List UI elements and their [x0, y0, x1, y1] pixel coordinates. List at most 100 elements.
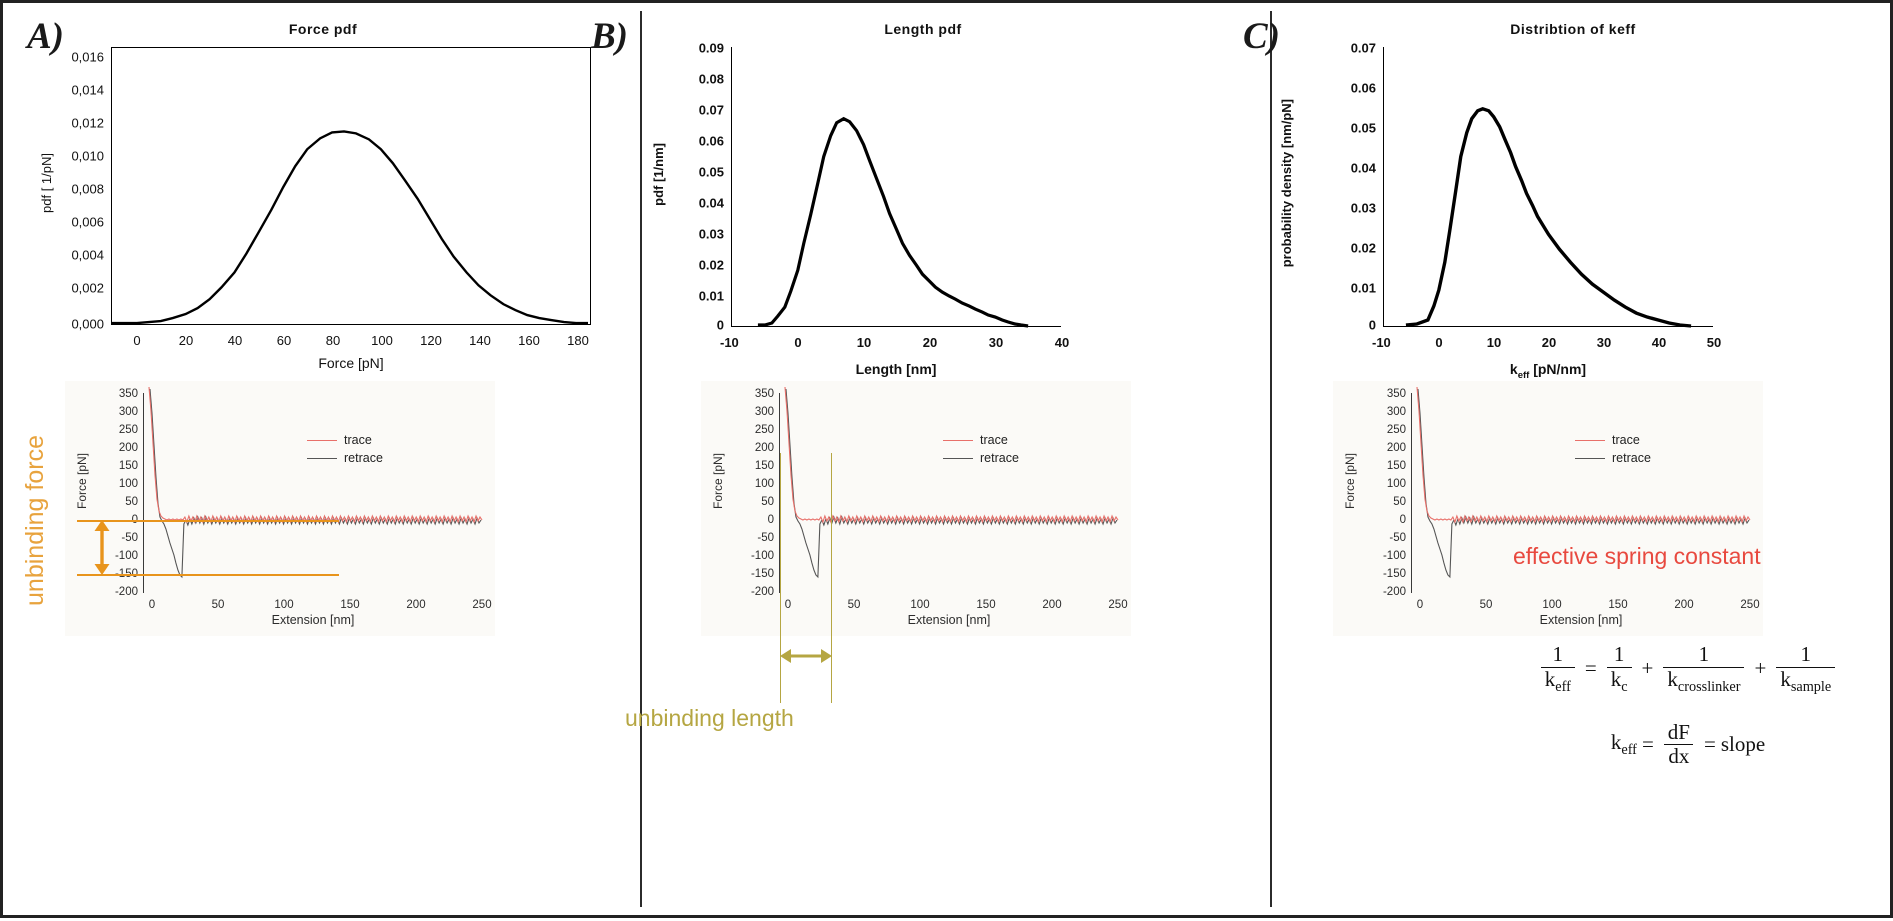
eq1-t3-num: 1	[1800, 642, 1812, 666]
eq2-rhs: slope	[1720, 732, 1766, 757]
ytick: 0,008	[71, 181, 104, 197]
fe-ytick: 250	[118, 424, 138, 436]
xtick: 0	[1435, 335, 1443, 350]
xtick: 80	[325, 333, 341, 348]
panel-c-letter: C)	[1243, 16, 1280, 57]
panel-c: C) Distribtion of keff probability densi…	[1243, 3, 1893, 921]
ytick: 0,002	[71, 280, 104, 296]
panel-b-fe-chart: Force [pN] 350 300 250 200 150 100 50 0 …	[701, 381, 1131, 636]
ytick: 0.03	[698, 226, 724, 242]
eq1-t1-num: 1	[1613, 642, 1625, 666]
legend-swatch-trace	[1575, 439, 1605, 441]
xtick: 20	[1541, 335, 1557, 350]
fe-ytick: 0	[1399, 514, 1406, 526]
xtick: 60	[276, 333, 292, 348]
legend-item-trace: trace	[307, 431, 383, 449]
legend-item-retrace: retrace	[1575, 449, 1651, 467]
eq1-lhs-num: 1	[1552, 642, 1564, 666]
fe-ytick: 50	[761, 496, 774, 508]
panel-a-fe-curves	[148, 386, 483, 579]
panel-b-fe-plot-area: 350 300 250 200 150 100 50 0 -50 -100 -1…	[751, 386, 1128, 611]
fe-ytick: 300	[754, 406, 774, 418]
panel-a-legend: trace retrace	[307, 431, 383, 467]
panel-c-pdf-curve	[1405, 106, 1692, 328]
ytick: 0.06	[1350, 80, 1376, 96]
fe-xtick: 200	[406, 599, 426, 611]
panel-c-fe-chart: Force [pN] 350 300 250 200 150 100 50 0 …	[1333, 381, 1763, 636]
ytick: 0.08	[698, 71, 724, 87]
fe-ytick: 250	[754, 424, 774, 436]
legend-swatch-trace	[307, 439, 337, 441]
eq1-plus-2: +	[1754, 656, 1767, 681]
panel-b-pdf-curve	[757, 116, 1029, 328]
panel-b-fe-xlabel: Extension [nm]	[907, 613, 991, 627]
effective-spring-constant-annotation: effective spring constant	[1513, 543, 1761, 569]
fe-ytick: 150	[754, 460, 774, 472]
panel-a-pdf-curve	[112, 130, 589, 325]
panel-c-fe-plot-area: 350 300 250 200 150 100 50 0 -50 -100 -1…	[1383, 386, 1760, 611]
fe-ytick: 200	[1386, 442, 1406, 454]
eq1-t2-den-sub: crosslinker	[1677, 678, 1741, 695]
eq1-t1-den-sub: c	[1621, 678, 1628, 695]
panel-b-letter: B)	[591, 16, 628, 57]
unbinding-force-bottom-line	[77, 574, 339, 576]
fe-ytick: 300	[118, 406, 138, 418]
xtick: 10	[1486, 335, 1502, 350]
fe-xtick: 100	[1542, 599, 1562, 611]
panel-c-plot-area: 0.07 0.06 0.05 0.04 0.03 0.02 0.01 0 -10…	[1351, 41, 1722, 351]
xtick: 20	[922, 335, 938, 350]
panel-b-plot-area: 0.09 0.08 0.07 0.06 0.05 0.04 0.03 0.02 …	[699, 41, 1070, 351]
fe-ytick: -50	[121, 532, 138, 544]
panel-b-xlabel: Length [nm]	[855, 361, 937, 377]
xtick: 40	[1054, 335, 1070, 350]
ytick: 0.05	[1350, 120, 1376, 136]
eq2-num: dF	[1667, 719, 1690, 744]
equation-keff-series: 1 keff = 1 kc + 1 kcrosslinker + 1 ksamp…	[1488, 642, 1888, 695]
fe-xtick: 0	[1416, 599, 1424, 611]
panel-b-fe-curves	[784, 386, 1119, 579]
eq1-t1-den-k: k	[1610, 666, 1622, 691]
fe-ytick: -150	[1382, 568, 1406, 580]
xtick: 40	[227, 333, 243, 348]
xtick: 50	[1706, 335, 1722, 350]
unbinding-length-arrow	[780, 649, 832, 663]
frac-one-over-ksample: 1 ksample	[1776, 642, 1836, 695]
ytick: 0.05	[698, 164, 724, 180]
unbinding-length-annotation: unbinding length	[625, 705, 794, 731]
eq1-lhs-den-k: k	[1544, 666, 1556, 691]
panel-c-xlabel-symbol: k	[1509, 361, 1518, 377]
eq2-equals-1: =	[1641, 732, 1654, 757]
ytick: 0.02	[1350, 240, 1376, 256]
fe-ytick: 200	[754, 442, 774, 454]
fe-xtick: 50	[1479, 599, 1493, 611]
xtick: -10	[1372, 335, 1391, 350]
ytick: 0,006	[71, 214, 104, 230]
ytick: 0	[716, 317, 724, 333]
fe-xtick: 150	[340, 599, 360, 611]
panel-b-pdf-chart: Length pdf pdf [1/nm] 0.09 0.08 0.07 0.0…	[643, 3, 1273, 383]
equation-keff-slope: keff = dF dx = slope	[1488, 719, 1888, 769]
unbinding-length-right-line	[831, 453, 832, 703]
fe-xtick: 100	[274, 599, 294, 611]
keff-equations: 1 keff = 1 kc + 1 kcrosslinker + 1 ksamp…	[1488, 642, 1888, 769]
eq1-t2-num: 1	[1698, 642, 1710, 666]
fe-ytick: 350	[118, 388, 138, 400]
panel-a-pdf-chart: Force pdf pdf [ 1/pN] 0,016 0,014 0,012 …	[3, 3, 643, 383]
panel-a-fe-ylabel: Force [pN]	[75, 453, 89, 510]
fe-ytick: 50	[125, 496, 138, 508]
xtick: 30	[988, 335, 1004, 350]
ytick: 0.06	[698, 133, 724, 149]
panel-c-pdf-chart: Distribtion of keff probability density …	[1273, 3, 1893, 383]
eq2-equals-2: =	[1703, 732, 1716, 757]
panel-a-xlabel: Force [pN]	[318, 355, 384, 371]
fe-xtick: 250	[1108, 599, 1128, 611]
panel-c-fe-xlabel: Extension [nm]	[1539, 613, 1623, 627]
panel-c-ylabel: probability density [nm/pN]	[1279, 99, 1294, 268]
legend-label-retrace: retrace	[1612, 450, 1651, 465]
eq1-equals: =	[1584, 656, 1597, 681]
xtick: 160	[518, 333, 540, 348]
fe-xtick: 200	[1674, 599, 1694, 611]
fe-ytick: 100	[118, 478, 138, 490]
panel-b-ylabel: pdf [1/nm]	[651, 143, 666, 206]
